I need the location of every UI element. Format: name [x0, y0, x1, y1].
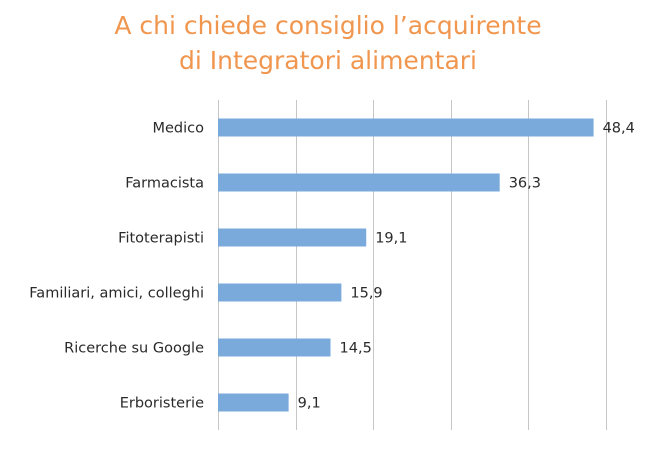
category-label-3: Fitoterapisti [118, 231, 204, 247]
bar-6 [218, 393, 289, 412]
category-label-1: Medico [152, 121, 204, 137]
bar-1 [218, 118, 594, 137]
category-label-2: Farmacista [125, 176, 204, 192]
value-label-1: 48,4 [603, 121, 635, 137]
value-label-6: 9,1 [298, 396, 321, 412]
value-label-5: 14,5 [340, 341, 372, 357]
value-label-3: 19,1 [375, 231, 407, 247]
chart-title-line-1: A chi chiede consiglio l’acquirente [114, 11, 542, 40]
chart-title-line-2: di Integratori alimentari [178, 46, 478, 75]
bar-4 [218, 283, 342, 302]
category-label-5: Ricerche su Google [64, 341, 204, 357]
category-label-4: Familiari, amici, colleghi [29, 286, 204, 302]
bar-3 [218, 228, 367, 247]
chart-title: A chi chiede consiglio l’acquirente di I… [0, 8, 656, 78]
category-label-6: Erboristerie [120, 396, 204, 412]
value-label-4: 15,9 [350, 286, 382, 302]
value-label-2: 36,3 [509, 176, 541, 192]
bar-2 [218, 173, 500, 192]
bar-5 [218, 338, 331, 357]
